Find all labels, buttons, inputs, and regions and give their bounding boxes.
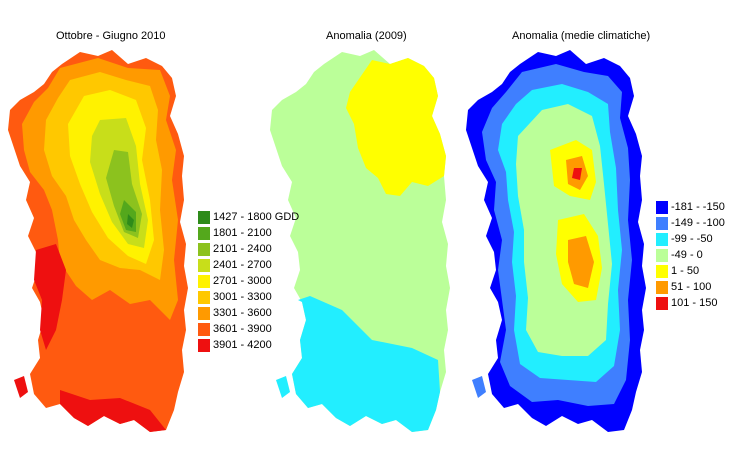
legend-swatch <box>656 264 668 278</box>
legend-label: 1 - 50 <box>671 265 700 277</box>
legend-item: -49 - 0 <box>656 248 725 262</box>
legend-swatch <box>198 210 210 224</box>
legend-label: -49 - 0 <box>671 249 703 261</box>
legend-label: 3301 - 3600 <box>213 307 272 319</box>
legend-label: 101 - 150 <box>671 297 718 309</box>
legend-label: 3901 - 4200 <box>213 339 272 351</box>
legend-item: 1 - 50 <box>656 264 725 278</box>
legend-swatch <box>198 338 210 352</box>
legend-label: 1427 - 1800 GDD <box>213 211 300 223</box>
legend-swatch <box>198 306 210 320</box>
island-sant-antioco <box>276 376 290 398</box>
legend-swatch <box>656 200 668 214</box>
legend-label: 3601 - 3900 <box>213 323 272 335</box>
island-sant-antioco <box>472 376 486 398</box>
legend-item: 1427 - 1800 GDD <box>198 210 299 224</box>
legend-item: -99 - -50 <box>656 232 725 246</box>
zone-south <box>292 296 440 432</box>
legend-swatch <box>198 242 210 256</box>
map-title-anomaly-2009: Anomalia (2009) <box>326 30 407 42</box>
legend-anomaly-climate: -181 - -150 -149 - -100 -99 - -50 -49 - … <box>656 200 725 312</box>
legend-label: -99 - -50 <box>671 233 713 245</box>
zone-3901-4200-south <box>60 390 166 432</box>
legend-swatch <box>198 274 210 288</box>
legend-swatch <box>198 226 210 240</box>
legend-swatch <box>656 296 668 310</box>
map-anomaly-2009 <box>270 50 450 432</box>
legend-label: 51 - 100 <box>671 281 712 293</box>
legend-item: 3901 - 4200 <box>198 338 299 352</box>
map-gdd <box>8 50 188 432</box>
zone-3901-4200-west <box>34 244 66 350</box>
legend-label: 2401 - 2700 <box>213 259 272 271</box>
legend-swatch <box>656 248 668 262</box>
legend-item: 1801 - 2100 <box>198 226 299 240</box>
legend-item: 2701 - 3000 <box>198 274 299 288</box>
legend-item: -149 - -100 <box>656 216 725 230</box>
legend-item: -181 - -150 <box>656 200 725 214</box>
legend-item: 3301 - 3600 <box>198 306 299 320</box>
zone-1427-1800 <box>127 214 134 228</box>
zone-51-100-center <box>568 236 594 288</box>
legend-label: 3001 - 3300 <box>213 291 272 303</box>
map-title-gdd: Ottobre - Giugno 2010 <box>56 30 166 42</box>
map-title-anomaly-climate: Anomalia (medie climatiche) <box>512 30 651 42</box>
legend-item: 3601 - 3900 <box>198 322 299 336</box>
legend-swatch <box>198 322 210 336</box>
legend-swatch <box>198 290 210 304</box>
legend-swatch <box>656 232 668 246</box>
legend-item: 3001 - 3300 <box>198 290 299 304</box>
legend-item: 51 - 100 <box>656 280 725 294</box>
legend-label: 2701 - 3000 <box>213 275 272 287</box>
zone-101-150 <box>572 168 582 180</box>
legend-gdd: 1427 - 1800 GDD 1801 - 2100 2101 - 2400 … <box>198 210 299 354</box>
legend-swatch <box>656 280 668 294</box>
legend-swatch <box>656 216 668 230</box>
legend-item: 2101 - 2400 <box>198 242 299 256</box>
zone-north <box>346 58 446 196</box>
legend-item: 2401 - 2700 <box>198 258 299 272</box>
legend-label: 2101 - 2400 <box>213 243 272 255</box>
legend-label: 1801 - 2100 <box>213 227 272 239</box>
map-anomaly-climate <box>466 50 646 432</box>
legend-label: -181 - -150 <box>671 201 725 213</box>
legend-item: 101 - 150 <box>656 296 725 310</box>
legend-swatch <box>198 258 210 272</box>
legend-label: -149 - -100 <box>671 217 725 229</box>
island-sant-antioco <box>14 376 28 398</box>
